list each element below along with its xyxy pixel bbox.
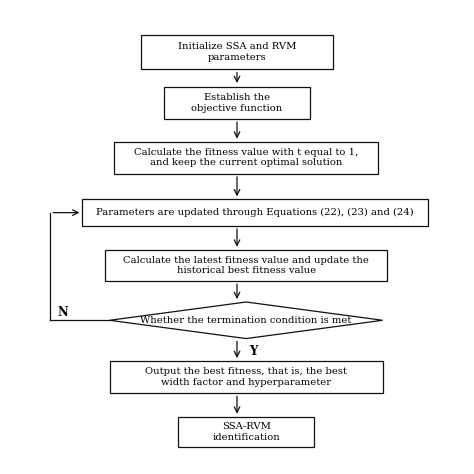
Text: Whether the termination condition is met: Whether the termination condition is met: [140, 316, 352, 325]
FancyBboxPatch shape: [82, 200, 428, 226]
Text: Calculate the latest fitness value and update the
historical best fitness value: Calculate the latest fitness value and u…: [123, 256, 369, 275]
FancyBboxPatch shape: [178, 417, 314, 447]
Text: Y: Y: [249, 345, 257, 358]
Polygon shape: [109, 302, 383, 338]
Text: Output the best fitness, that is, the best
width factor and hyperparameter: Output the best fitness, that is, the be…: [145, 367, 347, 387]
FancyBboxPatch shape: [164, 87, 310, 119]
FancyBboxPatch shape: [105, 250, 387, 281]
Text: Initialize SSA and RVM
parameters: Initialize SSA and RVM parameters: [178, 43, 296, 62]
Text: Parameters are updated through Equations (22), (23) and (24): Parameters are updated through Equations…: [96, 208, 414, 217]
Text: Establish the
objective function: Establish the objective function: [191, 93, 283, 113]
FancyBboxPatch shape: [109, 361, 383, 393]
Text: SSA-RVM
identification: SSA-RVM identification: [212, 422, 280, 442]
Text: Calculate the fitness value with t equal to 1,
and keep the current optimal solu: Calculate the fitness value with t equal…: [134, 148, 358, 167]
Text: N: N: [58, 307, 69, 319]
FancyBboxPatch shape: [114, 142, 378, 174]
FancyBboxPatch shape: [141, 35, 333, 69]
